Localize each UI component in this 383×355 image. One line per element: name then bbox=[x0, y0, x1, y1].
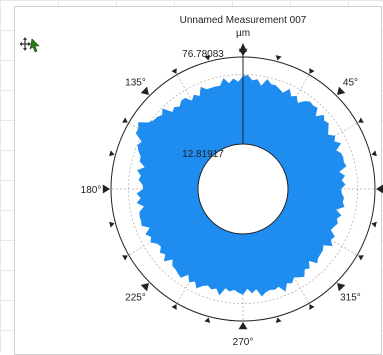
angle-label: 180° bbox=[81, 185, 102, 196]
grid-spoke bbox=[265, 227, 310, 304]
grid-spoke bbox=[281, 122, 358, 167]
center-radius-label: 12.81917 bbox=[182, 149, 224, 160]
angle-tick-icon bbox=[337, 283, 346, 292]
angle-tick-icon bbox=[238, 322, 248, 330]
angle-tick-icon bbox=[109, 221, 115, 228]
grid-spoke bbox=[128, 211, 205, 256]
angle-tick-icon bbox=[102, 184, 110, 194]
angle-tick-icon bbox=[309, 68, 315, 74]
angle-label: 270° bbox=[233, 337, 254, 348]
grid-spoke bbox=[281, 211, 358, 256]
angle-tick-icon bbox=[204, 55, 211, 61]
angle-tick-icon bbox=[337, 86, 346, 95]
angle-tick-icon bbox=[358, 117, 364, 123]
roundness-profile-area bbox=[135, 75, 347, 297]
angle-tick-icon bbox=[275, 317, 282, 323]
grid-spoke bbox=[265, 74, 310, 151]
angle-tick-icon bbox=[122, 255, 128, 261]
pan-cursor-tool-icon[interactable] bbox=[20, 35, 42, 53]
angle-tick-icon bbox=[371, 221, 377, 228]
angle-tick-icon bbox=[171, 68, 177, 74]
angle-ticks bbox=[102, 48, 383, 330]
angle-tick-icon bbox=[171, 304, 177, 310]
angle-tick-icon bbox=[122, 117, 128, 123]
angle-label: 315° bbox=[340, 292, 361, 303]
angle-labels: 45° 135° 180° 225° 270° 315° bbox=[81, 78, 361, 348]
max-radius-label: 76.78083 bbox=[182, 49, 224, 60]
angle-tick-icon bbox=[275, 55, 282, 61]
chart-title: Unnamed Measurement 007 bbox=[180, 15, 307, 26]
angle-tick-icon bbox=[376, 184, 383, 194]
angle-tick-icon bbox=[309, 304, 315, 310]
angle-label: 135° bbox=[125, 78, 146, 89]
unit-label: µm bbox=[236, 28, 250, 39]
angle-tick-icon bbox=[358, 255, 364, 261]
angle-label: 225° bbox=[125, 292, 146, 303]
angle-tick-icon bbox=[109, 150, 115, 157]
angle-tick-icon bbox=[371, 150, 377, 157]
radial-axis-arrow bbox=[239, 43, 247, 52]
grid-spoke bbox=[176, 227, 221, 304]
angle-tick-icon bbox=[140, 86, 149, 95]
angle-label: 45° bbox=[343, 78, 358, 89]
grid-spoke bbox=[176, 74, 221, 151]
angle-tick-icon bbox=[140, 283, 149, 292]
angle-tick-icon bbox=[204, 317, 211, 323]
